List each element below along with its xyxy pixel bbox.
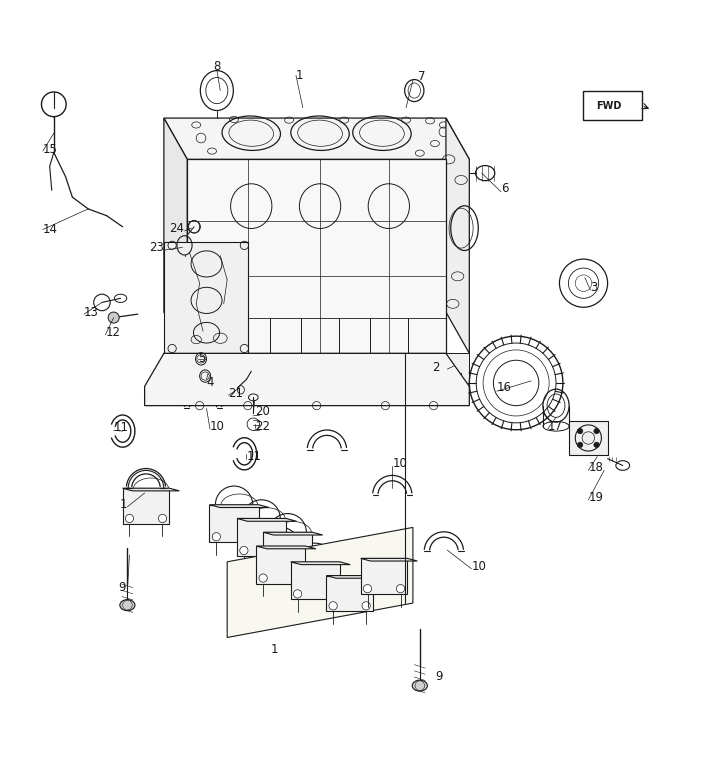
Polygon shape xyxy=(361,559,407,594)
Text: 12: 12 xyxy=(105,326,121,339)
Polygon shape xyxy=(123,488,179,491)
Polygon shape xyxy=(291,562,340,600)
Text: 8: 8 xyxy=(213,60,220,73)
Circle shape xyxy=(364,584,371,593)
Circle shape xyxy=(293,590,302,598)
Circle shape xyxy=(248,533,256,541)
Ellipse shape xyxy=(120,600,135,611)
Polygon shape xyxy=(263,532,323,535)
Text: 10: 10 xyxy=(472,560,486,573)
Polygon shape xyxy=(361,559,418,561)
Circle shape xyxy=(240,546,248,555)
Text: 2: 2 xyxy=(432,361,439,373)
Text: 15: 15 xyxy=(43,143,58,156)
Circle shape xyxy=(577,428,583,434)
Text: 10: 10 xyxy=(392,457,407,470)
Polygon shape xyxy=(209,505,258,542)
Text: 22: 22 xyxy=(255,420,270,433)
Text: 11: 11 xyxy=(114,421,128,434)
Circle shape xyxy=(212,533,220,541)
Text: 4: 4 xyxy=(206,376,214,389)
Circle shape xyxy=(275,546,284,555)
Text: 20: 20 xyxy=(255,405,270,417)
Text: 10: 10 xyxy=(210,420,225,433)
Polygon shape xyxy=(164,118,187,354)
Text: 5: 5 xyxy=(198,352,206,365)
Text: 9: 9 xyxy=(119,581,126,594)
Text: 6: 6 xyxy=(501,181,508,195)
Circle shape xyxy=(397,584,404,593)
Circle shape xyxy=(362,602,370,610)
Text: 24: 24 xyxy=(169,222,185,235)
Polygon shape xyxy=(263,532,312,570)
Text: 11: 11 xyxy=(246,450,261,463)
Text: 3: 3 xyxy=(590,281,598,294)
Circle shape xyxy=(577,442,583,448)
Text: 7: 7 xyxy=(418,71,425,83)
Polygon shape xyxy=(237,518,296,521)
Circle shape xyxy=(329,590,337,598)
Polygon shape xyxy=(164,242,248,354)
Text: 14: 14 xyxy=(43,223,58,236)
Circle shape xyxy=(301,560,310,568)
Polygon shape xyxy=(446,354,470,383)
Circle shape xyxy=(259,574,267,582)
Ellipse shape xyxy=(412,680,428,691)
Circle shape xyxy=(108,312,119,323)
Circle shape xyxy=(329,602,337,610)
Text: 1: 1 xyxy=(296,69,303,82)
Circle shape xyxy=(266,560,274,568)
Circle shape xyxy=(594,442,600,448)
Text: 23: 23 xyxy=(149,241,164,254)
Polygon shape xyxy=(326,575,383,578)
Polygon shape xyxy=(187,159,446,354)
Text: 18: 18 xyxy=(588,461,603,474)
Text: 1: 1 xyxy=(270,644,278,657)
Polygon shape xyxy=(209,505,269,508)
Text: 9: 9 xyxy=(435,670,442,683)
Polygon shape xyxy=(291,562,350,565)
Polygon shape xyxy=(227,528,413,638)
Polygon shape xyxy=(446,118,470,354)
Polygon shape xyxy=(583,91,642,120)
Text: 21: 21 xyxy=(229,387,244,400)
Circle shape xyxy=(594,428,600,434)
Circle shape xyxy=(294,574,303,582)
Polygon shape xyxy=(326,575,373,611)
Polygon shape xyxy=(164,118,470,159)
Circle shape xyxy=(126,515,133,523)
Circle shape xyxy=(159,515,166,523)
Polygon shape xyxy=(237,518,286,556)
Text: 19: 19 xyxy=(588,491,603,504)
Text: FWD: FWD xyxy=(596,101,622,111)
Text: 17: 17 xyxy=(548,420,563,433)
Polygon shape xyxy=(256,546,305,584)
Polygon shape xyxy=(145,354,470,405)
Text: 13: 13 xyxy=(84,306,99,319)
Bar xyxy=(569,420,608,455)
Polygon shape xyxy=(256,546,316,549)
Text: 1: 1 xyxy=(120,498,128,512)
Text: 16: 16 xyxy=(497,381,512,394)
Polygon shape xyxy=(123,488,169,524)
